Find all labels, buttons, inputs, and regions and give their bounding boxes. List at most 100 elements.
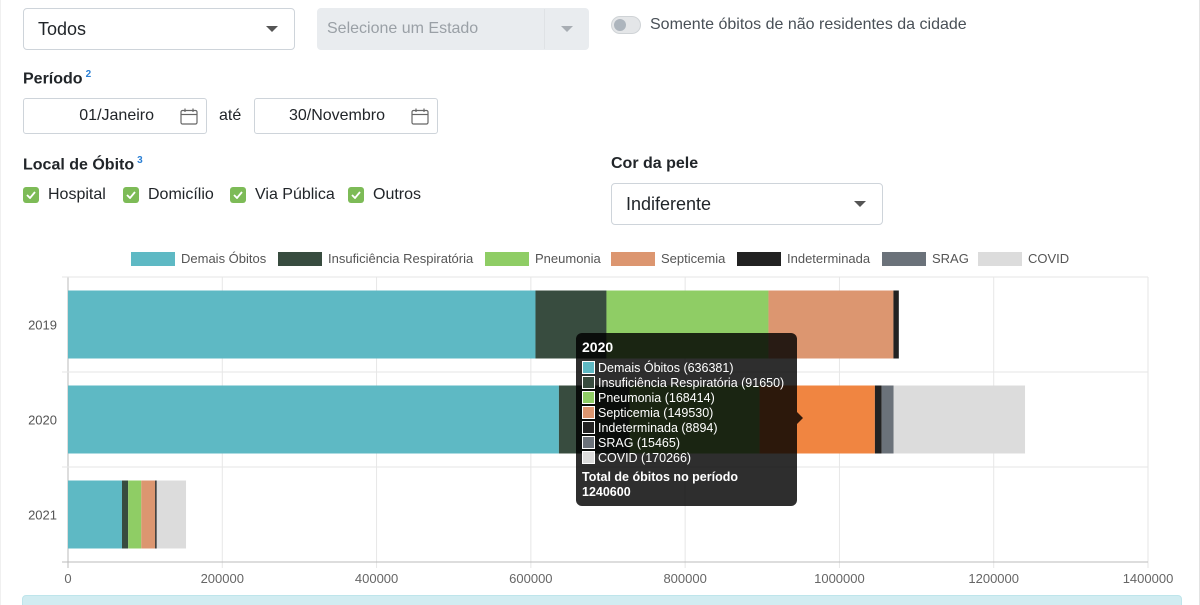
period-end-value: 30/Novembro <box>288 107 385 124</box>
y-category-label: 2021 <box>28 508 57 523</box>
state-select-placeholder: Selecione um Estado <box>327 20 479 37</box>
tooltip-row: SRAG (15465) <box>582 435 791 450</box>
checkbox-label: Domicílio <box>148 186 214 203</box>
info-alert-bar <box>22 595 1182 605</box>
tooltip-row: Demais Óbitos (636381) <box>582 360 791 375</box>
tooltip-row-text: COVID (170266) <box>598 450 692 465</box>
tooltip-swatch <box>582 451 595 464</box>
tooltip-row-text: Indeterminada (8894) <box>598 420 718 435</box>
tooltip-row: Insuficiência Respiratória (91650) <box>582 375 791 390</box>
tooltip-total-label: Total de óbitos no período <box>582 470 739 484</box>
bar-segment <box>893 385 1026 454</box>
period-label: Período 2 <box>23 69 92 88</box>
legend-swatch <box>485 251 529 266</box>
legend-item-insuficiencia-respiratoria[interactable]: Insuficiência Respiratória <box>278 251 473 266</box>
bar-segment <box>141 480 156 549</box>
chevron-down-icon <box>560 26 573 32</box>
checkbox-hospital[interactable]: Hospital <box>23 186 106 204</box>
legend-swatch <box>278 251 322 266</box>
period-footnote[interactable]: 2 <box>85 69 92 80</box>
bar-segment <box>68 480 122 549</box>
bar-segment <box>68 385 559 454</box>
tooltip-swatch <box>582 361 595 374</box>
legend-item-srag[interactable]: SRAG <box>882 251 969 266</box>
x-tick-label: 1200000 <box>968 571 1019 586</box>
tooltip-total-value: 1240600 <box>582 485 631 499</box>
x-tick-label: 600000 <box>509 571 552 586</box>
tooltip-swatch <box>582 421 595 434</box>
bar-segment <box>893 290 899 359</box>
bar-segment <box>881 385 894 454</box>
legend-swatch <box>611 251 655 266</box>
period-start-value: 01/Janeiro <box>79 107 154 124</box>
checkbox-domicilio[interactable]: Domicílio <box>123 186 214 204</box>
period-start-input[interactable]: 01/Janeiro <box>23 98 207 134</box>
legend-label: Demais Óbitos <box>181 251 267 266</box>
place-footnote[interactable]: 3 <box>137 155 143 166</box>
tooltip-swatch <box>582 376 595 389</box>
bar-segment <box>156 480 187 549</box>
x-tick-label: 800000 <box>663 571 706 586</box>
period-end-input[interactable]: 30/Novembro <box>254 98 438 134</box>
legend-label: SRAG <box>932 251 969 266</box>
toggle-knob <box>614 19 626 31</box>
tooltip-total: Total de óbitos no período 1240600 <box>582 470 791 500</box>
checkbox-checked-icon <box>23 187 39 203</box>
legend-item-covid[interactable]: COVID <box>978 251 1069 266</box>
skin-color-select[interactable]: Indiferente <box>611 183 883 225</box>
tooltip-arrow <box>797 412 803 424</box>
checkbox-label: Via Pública <box>255 186 335 203</box>
checkbox-outros[interactable]: Outros <box>348 186 421 204</box>
x-tick-label: 0 <box>64 571 71 586</box>
tooltip-title: 2020 <box>582 339 614 355</box>
tooltip-row: Indeterminada (8894) <box>582 420 791 435</box>
calendar-icon <box>180 108 198 125</box>
chart-tooltip: 2020 Demais Óbitos (636381) Insuficiência… <box>576 333 803 506</box>
scope-select[interactable]: Todos <box>23 8 295 50</box>
legend-swatch <box>131 251 175 266</box>
x-tick-label: 1400000 <box>1123 571 1174 586</box>
legend-item-demais-obitos[interactable]: Demais Óbitos <box>131 251 266 266</box>
y-category-label: 2019 <box>28 318 57 333</box>
tooltip-row-text: SRAG (15465) <box>598 435 680 450</box>
checkbox-checked-icon <box>348 187 364 203</box>
skin-color-value: Indiferente <box>626 193 712 214</box>
tooltip-row-text: Pneumonia (168414) <box>598 390 715 405</box>
legend-item-indeterminada[interactable]: Indeterminada <box>737 251 870 266</box>
x-tick-label: 400000 <box>355 571 398 586</box>
tooltip-swatch <box>582 406 595 419</box>
page-left-edge <box>0 0 1 605</box>
nonresident-toggle[interactable] <box>611 16 641 34</box>
tooltip-swatch <box>582 391 595 404</box>
bar-segment <box>128 480 142 549</box>
legend-swatch <box>737 251 781 266</box>
stacked-bar-chart: 0 200000 400000 600000 800000 1000000 1200000 1… <box>28 276 1174 586</box>
tooltip-row-text: Septicemia (149530) <box>598 405 714 420</box>
place-label: Local de Óbito 3 <box>23 155 143 174</box>
bar-segment <box>122 480 129 549</box>
bar-segment <box>874 385 882 454</box>
skin-color-label: Cor da pele <box>611 155 699 172</box>
chevron-down-icon <box>266 26 278 32</box>
legend-item-pneumonia[interactable]: Pneumonia <box>485 251 601 266</box>
chevron-down-icon <box>854 201 866 207</box>
legend-label: COVID <box>1028 251 1070 266</box>
period-between-text: até <box>219 107 242 124</box>
y-category-label: 2020 <box>28 413 57 428</box>
checkbox-label: Hospital <box>48 186 106 203</box>
legend-swatch <box>882 251 926 266</box>
legend-item-septicemia[interactable]: Septicemia <box>611 251 725 266</box>
legend-swatch <box>978 251 1022 266</box>
legend-label: Indeterminada <box>787 251 871 266</box>
checkbox-via-publica[interactable]: Via Pública <box>230 186 335 204</box>
legend-label: Insuficiência Respiratória <box>328 251 474 266</box>
tooltip-row: Pneumonia (168414) <box>582 390 791 405</box>
tooltip-row-text: Insuficiência Respiratória (91650) <box>598 375 785 390</box>
nonresident-toggle-label: Somente óbitos de não residentes da cida… <box>650 16 967 33</box>
scope-select-value: Todos <box>38 18 87 39</box>
checkbox-checked-icon <box>230 187 246 203</box>
bar-segment <box>68 290 536 359</box>
tooltip-swatch <box>582 436 595 449</box>
legend-label: Septicemia <box>661 251 726 266</box>
legend-label: Pneumonia <box>535 251 601 266</box>
